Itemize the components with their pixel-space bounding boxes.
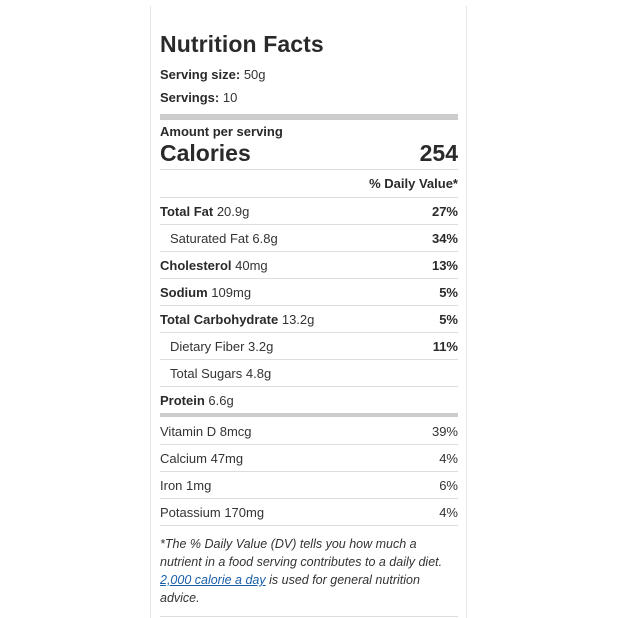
footnote-text-before: *The % Daily Value (DV) tells you how mu… bbox=[160, 537, 443, 569]
serving-size-value: 50g bbox=[243, 67, 266, 82]
nutrient-amount: 4.8g bbox=[245, 365, 272, 381]
nutrient-amount: 40mg bbox=[235, 257, 268, 273]
nutrient-name: Protein bbox=[160, 392, 205, 408]
servings-label: Servings: bbox=[160, 90, 220, 105]
vitamin-amount: 47mg bbox=[210, 450, 244, 466]
vitamin-dv: 4% bbox=[439, 450, 458, 466]
nutrient-row-total-sugars: Total Sugars 4.8g bbox=[160, 360, 458, 387]
nutrient-row-total-fat: Total Fat 20.9g 27% bbox=[160, 198, 458, 225]
daily-value-header: % Daily Value* bbox=[160, 170, 458, 198]
medium-divider bbox=[160, 413, 458, 417]
nutrient-name: Total Carbohydrate bbox=[160, 311, 279, 327]
nutrition-label: Nutrition Facts Serving size: 50g Servin… bbox=[160, 30, 458, 617]
nutrient-amount: 6.6g bbox=[208, 392, 234, 408]
nutrient-amount: 13.2g bbox=[281, 311, 315, 327]
nutrient-row-cholesterol: Cholesterol 40mg 13% bbox=[160, 252, 458, 279]
vitamin-dv: 4% bbox=[439, 504, 458, 520]
nutrient-dv: 11% bbox=[432, 338, 458, 354]
calorie-link[interactable]: 2,000 calorie a day bbox=[160, 573, 266, 587]
daily-value-footnote: *The % Daily Value (DV) tells you how mu… bbox=[160, 535, 458, 607]
vitamin-name: Vitamin D bbox=[160, 423, 217, 439]
nutrient-dv: 27% bbox=[431, 203, 458, 219]
calories-row: Calories 254 bbox=[160, 140, 458, 170]
nutrient-amount: 20.9g bbox=[216, 203, 250, 219]
nutrient-row-total-carbohydrate: Total Carbohydrate 13.2g 5% bbox=[160, 306, 458, 333]
nutrient-name: Sodium bbox=[160, 284, 208, 300]
vitamin-row-potassium: Potassium 170mg 4% bbox=[160, 499, 458, 525]
vitamin-dv: 6% bbox=[439, 477, 458, 493]
serving-size-label: Serving size: bbox=[160, 67, 241, 82]
nutrition-panel: Nutrition Facts Serving size: 50g Servin… bbox=[150, 6, 467, 618]
vitamin-amount: 170mg bbox=[224, 504, 265, 520]
nutrient-amount: 3.2g bbox=[248, 338, 274, 354]
servings-count: Servings: 10 bbox=[160, 89, 458, 107]
nutrient-amount: 6.8g bbox=[252, 230, 278, 246]
nutrient-name: Saturated Fat bbox=[170, 230, 249, 246]
nutrient-row-saturated-fat: Saturated Fat 6.8g 34% bbox=[160, 225, 458, 252]
vitamin-amount: 8mcg bbox=[219, 423, 252, 439]
vitamin-row-calcium: Calcium 47mg 4% bbox=[160, 445, 458, 472]
vitamin-name: Iron bbox=[160, 477, 183, 493]
calories-value: 254 bbox=[419, 140, 458, 166]
nutrient-row-protein: Protein 6.6g bbox=[160, 387, 458, 413]
vitamin-name: Calcium bbox=[160, 450, 207, 466]
nutrient-row-dietary-fiber: Dietary Fiber 3.2g 11% bbox=[160, 333, 458, 360]
vitamin-dv: 39% bbox=[431, 423, 458, 439]
vitamin-row-vitamin-d: Vitamin D 8mcg 39% bbox=[160, 418, 458, 445]
nutrient-row-sodium: Sodium 109mg 5% bbox=[160, 279, 458, 306]
vitamin-row-iron: Iron 1mg 6% bbox=[160, 472, 458, 499]
serving-size: Serving size: 50g bbox=[160, 66, 458, 84]
footnote-divider bbox=[160, 525, 458, 526]
nutrient-name: Cholesterol bbox=[160, 257, 232, 273]
nutrient-dv: 13% bbox=[431, 257, 458, 273]
footnote-text-after: is used for general nutrition advice. bbox=[160, 573, 420, 605]
nutrient-dv: 5% bbox=[439, 284, 458, 300]
label-title: Nutrition Facts bbox=[160, 31, 324, 57]
nutrient-dv: 5% bbox=[439, 311, 458, 327]
nutrient-name: Dietary Fiber bbox=[170, 338, 245, 354]
nutrient-name: Total Sugars bbox=[170, 365, 243, 381]
nutrient-name: Total Fat bbox=[160, 203, 214, 219]
amount-per-serving: Amount per serving bbox=[160, 124, 283, 139]
nutrient-amount: 109mg bbox=[211, 284, 252, 300]
thick-divider bbox=[160, 114, 458, 120]
vitamin-name: Potassium bbox=[160, 504, 221, 520]
servings-value: 10 bbox=[222, 90, 238, 105]
vitamin-amount: 1mg bbox=[186, 477, 212, 493]
nutrient-dv: 34% bbox=[431, 230, 458, 246]
bottom-divider bbox=[160, 616, 458, 617]
calories-label: Calories bbox=[160, 140, 251, 166]
